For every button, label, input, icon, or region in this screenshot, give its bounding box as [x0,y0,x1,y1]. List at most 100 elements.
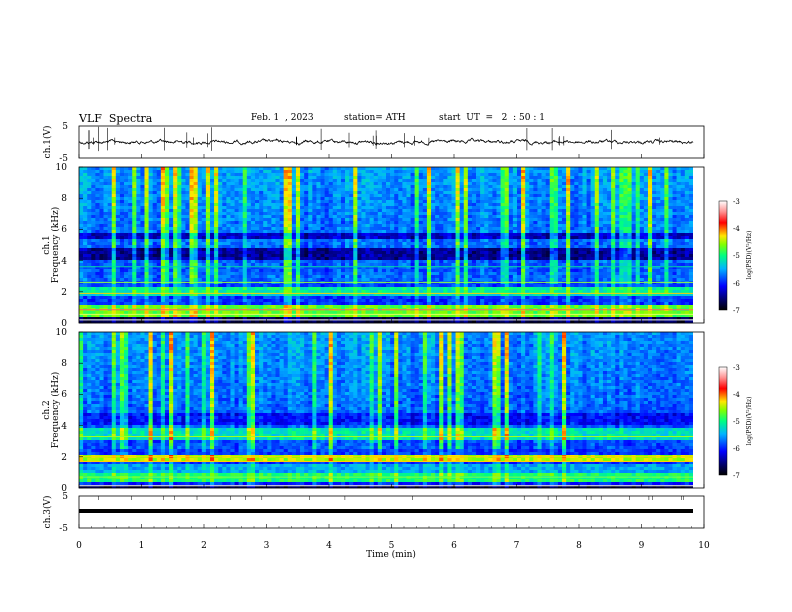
spec-cell [574,209,578,212]
spec-cell [439,200,443,203]
spec-cell [267,188,271,191]
spec-cell [660,176,664,179]
spec-cell [292,206,296,209]
spec-cell [546,194,550,197]
spec-cell [345,194,349,197]
spec-cell [325,203,329,206]
spec-cell [177,167,181,170]
spec-cell [517,179,521,182]
spec-cell [529,209,533,212]
spec-cell [509,191,513,194]
spec-cell [370,191,374,194]
spec-cell [628,185,632,188]
spec-cell [513,200,517,203]
spec-cell [374,176,378,179]
spec-cell [443,194,447,197]
spec-cell [472,191,476,194]
spec-cell [120,203,124,206]
spec-cell [415,179,419,182]
spec-cell [644,170,648,173]
spec-cell [435,188,439,191]
spec-cell [689,185,693,188]
spec-cell [99,194,103,197]
spec-cell [390,173,394,176]
spec-cell [423,209,427,212]
spec-cell [472,170,476,173]
spec-cell [398,212,402,215]
spec-cell [468,170,472,173]
spec-cell [243,209,247,212]
spec-cell [243,176,247,179]
spec-cell [435,170,439,173]
spec-cell [492,173,496,176]
spec-cell [636,203,640,206]
spec-cell [345,203,349,206]
spec-cell [235,191,239,194]
spec-cell [177,209,181,212]
spec-cell [480,188,484,191]
spec-cell [644,188,648,191]
spec-cell [218,179,222,182]
spec-cell [194,191,198,194]
spec-cell [95,212,99,215]
spec-cell [349,167,353,170]
spec-cell [443,203,447,206]
spec-cell [411,206,415,209]
spec-cell [566,194,570,197]
spec-cell [533,188,537,191]
spec-cell [87,182,91,185]
spec-cell [673,182,677,185]
spec-cell [537,185,541,188]
spec-cell [202,176,206,179]
spec-cell [603,173,607,176]
spec-cell [345,185,349,188]
spec-cell [562,188,566,191]
spec-cell [603,197,607,200]
spec-cell [153,209,157,212]
spec-cell [321,179,325,182]
spec-cell [525,185,529,188]
spec-cell [394,176,398,179]
spec-cell [361,212,365,215]
spec-cell [185,194,189,197]
spec-cell [382,179,386,182]
spec-cell [648,206,652,209]
spec-cell [394,206,398,209]
spec-cell [230,200,234,203]
spec-cell [95,206,99,209]
spec-cell [648,212,652,215]
spec-cell [341,188,345,191]
spec-cell [230,179,234,182]
spec-cell [308,197,312,200]
spec-cell [570,170,574,173]
spec-cell [472,173,476,176]
spec-cell [99,176,103,179]
spec-cell [402,209,406,212]
spec-cell [108,197,112,200]
spec-cell [595,194,599,197]
spec-cell [247,209,251,212]
spec-cell [570,167,574,170]
spec-cell [677,188,681,191]
spec-cell [194,203,198,206]
spec-cell [83,200,87,203]
spec-cell [607,167,611,170]
spec-cell [321,197,325,200]
spec-cell [517,182,521,185]
spec-cell [116,200,120,203]
spec-cell [623,197,627,200]
spec-cell [427,176,431,179]
spec-cell [173,212,177,215]
spec-cell [582,179,586,182]
spec-cell [91,167,95,170]
spec-cell [112,185,116,188]
spec-cell [124,200,128,203]
spec-cell [681,167,685,170]
spec-cell [411,212,415,215]
spec-cell [173,176,177,179]
spec-cell [423,212,427,215]
spec-cell [525,188,529,191]
spec-cell [259,209,263,212]
spec-cell [132,200,136,203]
spec-cell [619,209,623,212]
